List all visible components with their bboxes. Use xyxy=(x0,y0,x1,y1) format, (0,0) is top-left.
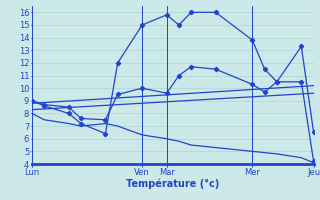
X-axis label: Température (°c): Température (°c) xyxy=(126,179,220,189)
